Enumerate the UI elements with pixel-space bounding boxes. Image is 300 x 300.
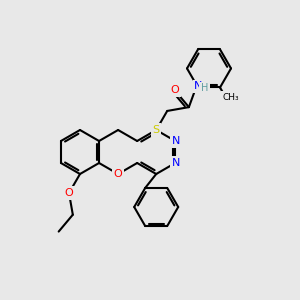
Text: O: O (170, 85, 179, 95)
Text: S: S (153, 125, 160, 135)
Text: H: H (201, 83, 208, 94)
Text: O: O (114, 169, 122, 179)
Text: N: N (194, 82, 202, 92)
Text: CH₃: CH₃ (222, 92, 239, 101)
Text: N: N (172, 136, 181, 146)
Text: O: O (64, 188, 74, 198)
Text: N: N (172, 158, 181, 168)
